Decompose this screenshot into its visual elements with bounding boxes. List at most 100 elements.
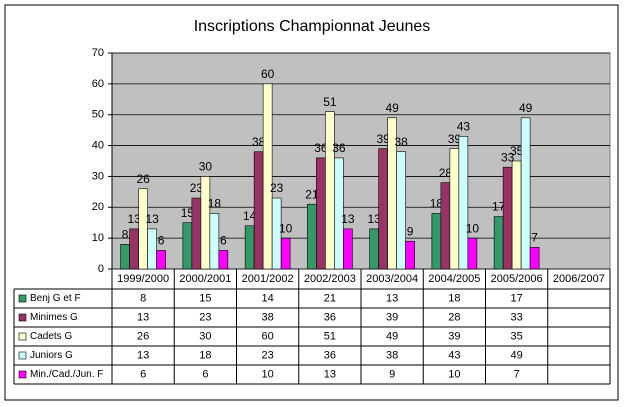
- table-cell: 33: [511, 311, 523, 323]
- table-cell: 18: [448, 292, 460, 304]
- bar: [156, 250, 166, 270]
- data-label: 30: [199, 160, 213, 174]
- table-cell: 38: [262, 311, 274, 323]
- table-cell: 13: [137, 349, 149, 361]
- table-cell: 18: [199, 349, 211, 361]
- table-cell: 13: [137, 311, 149, 323]
- bar: [262, 83, 273, 270]
- bar: [529, 247, 540, 270]
- data-label: 33: [501, 150, 515, 164]
- x-tick-label: 2001/2002: [242, 273, 294, 285]
- bar: [191, 197, 202, 270]
- y-tick-label: 40: [92, 139, 104, 151]
- legend-swatch: [18, 313, 27, 322]
- y-tick-label: 60: [92, 78, 104, 90]
- legend-label: Minimes G: [30, 312, 78, 323]
- table-cell: 15: [199, 292, 211, 304]
- bar: [502, 166, 513, 270]
- table-cell: 17: [511, 292, 523, 304]
- data-label: 38: [394, 135, 408, 149]
- legend-swatch: [18, 332, 27, 341]
- y-tick-label: 50: [92, 109, 104, 121]
- bar: [218, 250, 229, 270]
- data-label: 60: [261, 67, 275, 81]
- bar: [138, 188, 148, 270]
- chart-title: Inscriptions Championnat Jeunes: [194, 18, 431, 35]
- data-label: 39: [376, 132, 390, 146]
- bar: [378, 148, 388, 270]
- bar: [396, 151, 406, 270]
- data-label: 6: [158, 234, 165, 248]
- data-label: 13: [127, 212, 141, 226]
- table-cell: 10: [448, 368, 460, 380]
- table-cell: 36: [324, 349, 336, 361]
- x-tick-label: 2006/2007: [553, 273, 605, 285]
- table-cell: 28: [448, 311, 460, 323]
- table-cell: 21: [324, 292, 336, 304]
- bar: [120, 244, 130, 270]
- data-label: 10: [279, 221, 293, 235]
- bar: [511, 160, 522, 270]
- data-label: 13: [145, 212, 159, 226]
- table-cell: 8: [140, 292, 146, 304]
- bar: [520, 117, 531, 270]
- table-cell: 7: [514, 368, 520, 380]
- legend-label: Benj G et F: [30, 293, 81, 304]
- table-cell: 23: [199, 311, 211, 323]
- bar: [307, 203, 317, 270]
- x-tick-label: 2002/2003: [304, 273, 356, 285]
- table-cell: 39: [448, 330, 460, 342]
- data-label: 6: [220, 234, 227, 248]
- data-label: 28: [439, 166, 453, 180]
- table-cell: 26: [137, 330, 149, 342]
- data-label: 8: [122, 227, 129, 241]
- table-cell: 6: [202, 368, 208, 380]
- table-cell: 49: [386, 330, 398, 342]
- bar: [431, 213, 442, 270]
- table-cell: 9: [389, 368, 395, 380]
- data-label: 26: [136, 172, 150, 186]
- bar: [449, 148, 460, 270]
- table-cell: 13: [324, 368, 336, 380]
- bar: [244, 225, 255, 270]
- bar: [182, 222, 193, 270]
- bar: [405, 240, 415, 270]
- data-label: 7: [531, 231, 538, 245]
- y-tick-label: 30: [92, 170, 104, 182]
- bar: [253, 151, 264, 270]
- data-label: 23: [190, 181, 204, 195]
- table-cell: 10: [262, 368, 274, 380]
- bar: [129, 228, 139, 270]
- x-tick-label: 1999/2000: [117, 273, 169, 285]
- bar: [200, 176, 211, 270]
- legend-swatch: [18, 351, 27, 360]
- y-tick-label: 10: [92, 232, 104, 244]
- data-label: 51: [323, 95, 337, 109]
- data-label: 36: [314, 141, 328, 155]
- data-label: 49: [519, 101, 533, 115]
- bar: [209, 213, 220, 270]
- x-tick-label: 2004/2005: [428, 273, 480, 285]
- data-label: 14: [243, 209, 257, 223]
- bar: [334, 157, 344, 270]
- bar: [467, 237, 478, 270]
- bar: [271, 197, 282, 270]
- table-cell: 30: [199, 330, 211, 342]
- data-label: 43: [457, 119, 471, 133]
- data-label: 23: [270, 181, 284, 195]
- table-cell: 13: [386, 292, 398, 304]
- table-cell: 23: [262, 349, 274, 361]
- bar: [280, 237, 291, 270]
- table-cell: 14: [262, 292, 274, 304]
- data-label: 15: [181, 206, 195, 220]
- legend-swatch: [18, 370, 27, 379]
- legend-label: Min./Cad./Jun. F: [30, 369, 103, 380]
- bar: [147, 228, 157, 270]
- bar: [316, 157, 326, 270]
- bar: [440, 182, 451, 270]
- data-label: 39: [448, 132, 462, 146]
- table-cell: 38: [386, 349, 398, 361]
- data-label: 21: [305, 187, 319, 201]
- legend-label: Cadets G: [30, 331, 72, 342]
- data-label: 49: [385, 101, 399, 115]
